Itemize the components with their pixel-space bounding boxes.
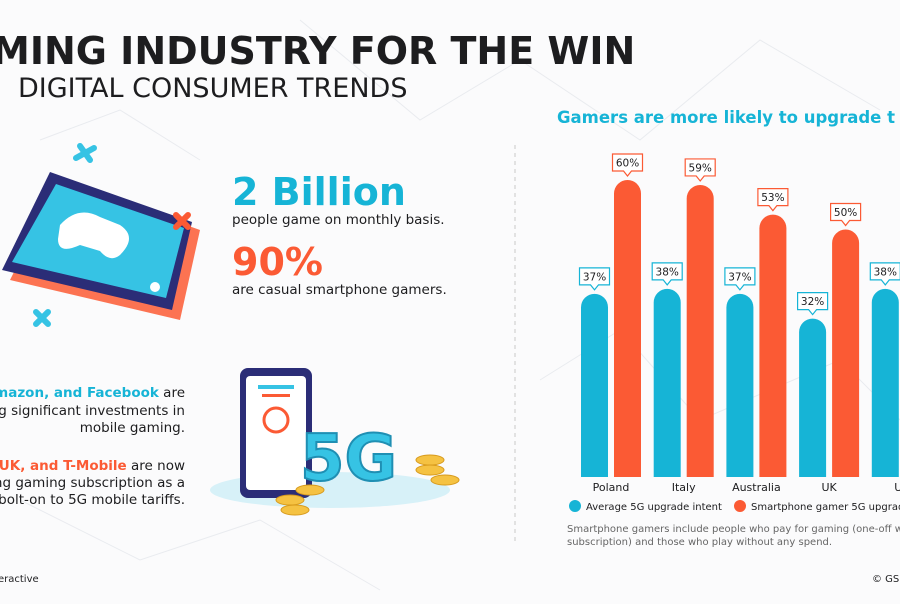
note-text: are	[159, 385, 185, 401]
note-line: bolt-on to 5G mobile tariffs.	[0, 492, 185, 508]
note-line: Amazon, and Facebook are	[0, 385, 185, 401]
x-tick-label: US	[894, 481, 900, 494]
value-label-box	[757, 188, 789, 212]
note-line: ming gaming subscription as a	[0, 475, 185, 491]
x-tick-label: Poland	[593, 481, 630, 494]
bar	[653, 288, 681, 477]
note-line: ng significant investments in	[0, 403, 185, 419]
phone-illustration	[2, 143, 200, 327]
5g-illustration: 5G	[210, 368, 460, 516]
legend-label: Average 5G upgrade intent	[586, 502, 722, 513]
value-label: 37%	[583, 271, 606, 283]
legend-swatch	[734, 500, 746, 512]
value-label: 53%	[761, 192, 784, 204]
header-title: MING INDUSTRY FOR THE WIN	[0, 29, 635, 73]
legend-label: Smartphone gamer 5G upgrade	[751, 502, 900, 513]
value-label: 60%	[616, 158, 639, 170]
value-label-box	[724, 267, 756, 291]
chart-title: Gamers are more likely to upgrade t	[557, 108, 895, 127]
x-tick-label: UK	[821, 481, 837, 494]
value-label: 37%	[728, 271, 751, 283]
footer-left: eractive	[0, 574, 39, 585]
header-subtitle: DIGITAL CONSUMER TRENDS	[18, 73, 407, 104]
value-label-box	[869, 262, 900, 286]
bar	[614, 180, 641, 477]
bar	[759, 214, 787, 477]
x-tick-label: Italy	[672, 481, 696, 494]
value-label-box	[830, 202, 862, 227]
bar	[871, 288, 899, 477]
legend-swatch	[569, 500, 581, 512]
svg-text:5G: 5G	[300, 422, 397, 496]
value-label-box	[684, 158, 716, 182]
chart-note: subscription) and those who play without…	[567, 537, 832, 548]
x-tick-label: Australia	[732, 481, 781, 494]
bar	[832, 229, 860, 477]
value-label: 38%	[656, 266, 679, 278]
value-label: 32%	[801, 296, 824, 308]
value-label-box	[797, 292, 829, 316]
value-label: 38%	[874, 266, 897, 278]
value-label: 50%	[834, 207, 857, 219]
note-line: mobile gaming.	[80, 420, 185, 436]
value-label-box	[578, 267, 611, 291]
value-label-box	[651, 262, 683, 286]
bar	[799, 318, 827, 477]
bar	[726, 293, 754, 477]
note-highlight: Amazon, and Facebook	[0, 385, 160, 401]
chart-note: Smartphone gamers include people who pay…	[567, 524, 900, 535]
stat-text: are casual smartphone gamers.	[232, 282, 447, 298]
value-label-box	[611, 153, 644, 177]
note-line: e, UK, and T-Mobile are now	[0, 458, 185, 474]
bar	[581, 293, 608, 477]
stat-text: people game on monthly basis.	[232, 212, 445, 228]
note-text: are now	[127, 458, 185, 474]
stat-figure: 90%	[232, 240, 323, 284]
note-highlight: e, UK, and T-Mobile	[0, 458, 127, 474]
value-label: 59%	[689, 162, 712, 174]
stat-figure: 2 Billion	[232, 170, 406, 214]
bar	[686, 184, 714, 477]
footer-right: © GSI	[872, 574, 900, 585]
